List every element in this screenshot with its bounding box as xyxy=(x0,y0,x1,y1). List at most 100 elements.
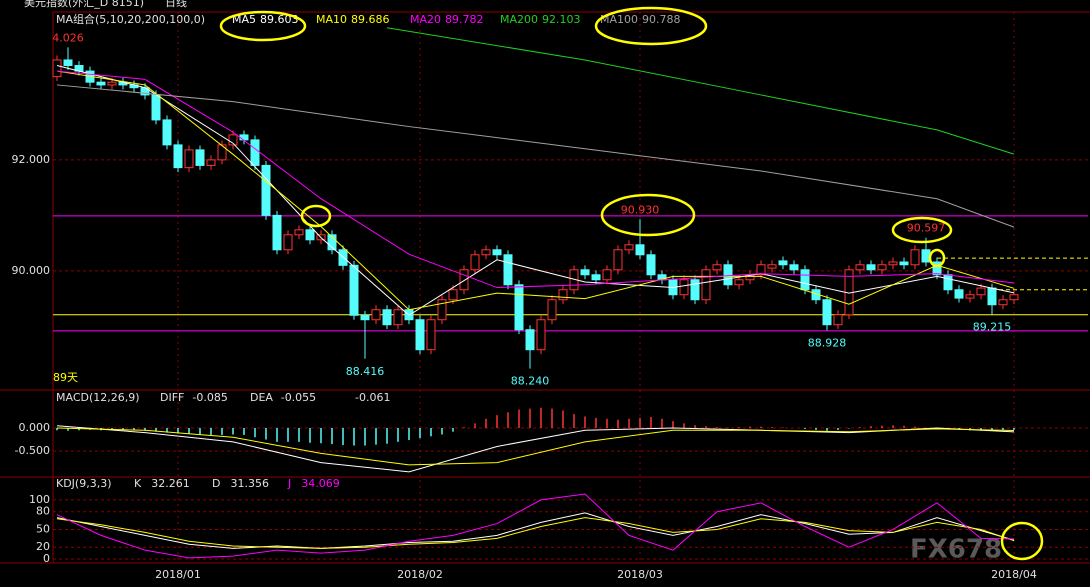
legend-entry: J 34.069 xyxy=(287,477,340,490)
legend-entry: MA20 89.782 xyxy=(410,13,484,26)
candle-body xyxy=(107,81,117,86)
candle-body xyxy=(547,299,557,321)
candle-body xyxy=(998,299,1008,306)
candle-body xyxy=(162,119,172,146)
candle-body xyxy=(822,299,832,326)
y-tick-label: 90.000 xyxy=(12,264,51,277)
candle-body xyxy=(52,59,62,78)
candle-body xyxy=(712,264,722,271)
annotation-ellipse xyxy=(219,10,307,42)
annotation-ellipse xyxy=(300,204,332,228)
kdj-title: KDJ(9,3,3) xyxy=(56,477,112,490)
candle-body xyxy=(855,264,865,271)
legend-name: DIFF xyxy=(160,391,184,404)
candle-body xyxy=(558,289,568,301)
candle-body xyxy=(756,264,766,276)
legend-name: MA5 xyxy=(232,13,256,26)
legend-value: 34.069 xyxy=(301,477,340,490)
candle-body xyxy=(217,144,227,161)
ma-line xyxy=(386,27,1015,155)
candle-body xyxy=(382,309,392,326)
candle-body xyxy=(349,264,359,316)
ma-line xyxy=(56,65,1015,316)
candle-body xyxy=(789,264,799,271)
y-tick-label: -0.500 xyxy=(15,444,50,457)
candle-body xyxy=(503,254,513,286)
legend-name: K xyxy=(134,477,142,490)
candle-body xyxy=(470,254,480,271)
candle-body xyxy=(294,229,304,236)
candle-body xyxy=(173,144,183,169)
candle-body xyxy=(195,149,205,166)
legend-name: J xyxy=(287,477,291,490)
candle-body xyxy=(910,249,920,266)
candle-body xyxy=(448,289,458,301)
kdj-line xyxy=(56,493,1015,559)
y-tick-label: 0.000 xyxy=(19,421,51,434)
panel-borders xyxy=(0,11,1090,564)
candle-body xyxy=(899,261,909,266)
legend-entry: K 32.261 xyxy=(134,477,190,490)
candle-body xyxy=(206,159,216,166)
legend-name: MA100 xyxy=(600,13,638,26)
candle-body xyxy=(250,139,260,166)
annotation-ellipse xyxy=(600,193,696,237)
x-tick-label: 2018/03 xyxy=(617,568,663,581)
extreme-label: 89.215 xyxy=(973,320,1012,333)
candle-body xyxy=(393,309,403,326)
candle-body xyxy=(459,269,469,291)
candle-body xyxy=(602,269,612,281)
candle-body xyxy=(1009,294,1019,301)
symbol: 美元指数(外汇_D 8151) xyxy=(24,0,144,9)
candle-body xyxy=(514,284,524,331)
candle-body xyxy=(272,214,282,251)
legend-value: 32.261 xyxy=(151,477,190,490)
candle-body xyxy=(624,244,634,251)
candle-body xyxy=(943,274,953,291)
candle-body xyxy=(877,264,887,271)
candle-body xyxy=(800,269,810,291)
candle-body xyxy=(888,261,898,266)
extreme-label: 90.597 xyxy=(907,222,946,235)
extreme-label: 88.240 xyxy=(511,375,550,388)
annotation-ellipses xyxy=(219,6,1044,561)
legend-name: MA200 xyxy=(500,13,538,26)
macd-title: MACD(12,26,9) xyxy=(56,391,140,404)
annotation-ellipse xyxy=(1000,521,1044,561)
ma-line xyxy=(56,84,1015,228)
candle-body xyxy=(734,279,744,286)
candle-body xyxy=(426,319,436,351)
legend-value: 31.356 xyxy=(230,477,269,490)
candle-body xyxy=(701,269,711,301)
candle-body xyxy=(492,249,502,256)
extreme-label: 88.928 xyxy=(808,336,847,349)
legend-value: -0.055 xyxy=(281,391,316,404)
legend-value: 90.788 xyxy=(642,13,681,26)
candle-body xyxy=(228,134,238,146)
y-tick-label: 50 xyxy=(36,522,50,535)
legend-value: -0.085 xyxy=(192,391,227,404)
candle-body xyxy=(283,234,293,251)
extreme-label: 4.026 xyxy=(52,31,84,44)
macd-value: -0.061 xyxy=(355,391,390,404)
legend-value: 89.686 xyxy=(351,13,390,26)
ma-line xyxy=(56,70,1015,311)
candle-body xyxy=(96,81,106,86)
candle-body xyxy=(261,164,271,216)
y-tick-label: 20 xyxy=(36,540,50,553)
legend-value: 89.782 xyxy=(445,13,484,26)
candle-body xyxy=(63,59,73,67)
legend-entry: MA200 92.103 xyxy=(500,13,581,26)
days-label: 89天 xyxy=(53,371,78,384)
annotation-ellipse xyxy=(928,248,946,268)
candle-body xyxy=(965,294,975,299)
legend-entry: D 31.356 xyxy=(212,477,269,490)
candle-body xyxy=(613,249,623,271)
extreme-label: 90.930 xyxy=(621,203,660,216)
legend-entry: DEA -0.055 xyxy=(250,391,316,404)
candle-body xyxy=(690,279,700,301)
kdj-line xyxy=(56,512,1015,549)
legend-name: MA10 xyxy=(316,13,347,26)
